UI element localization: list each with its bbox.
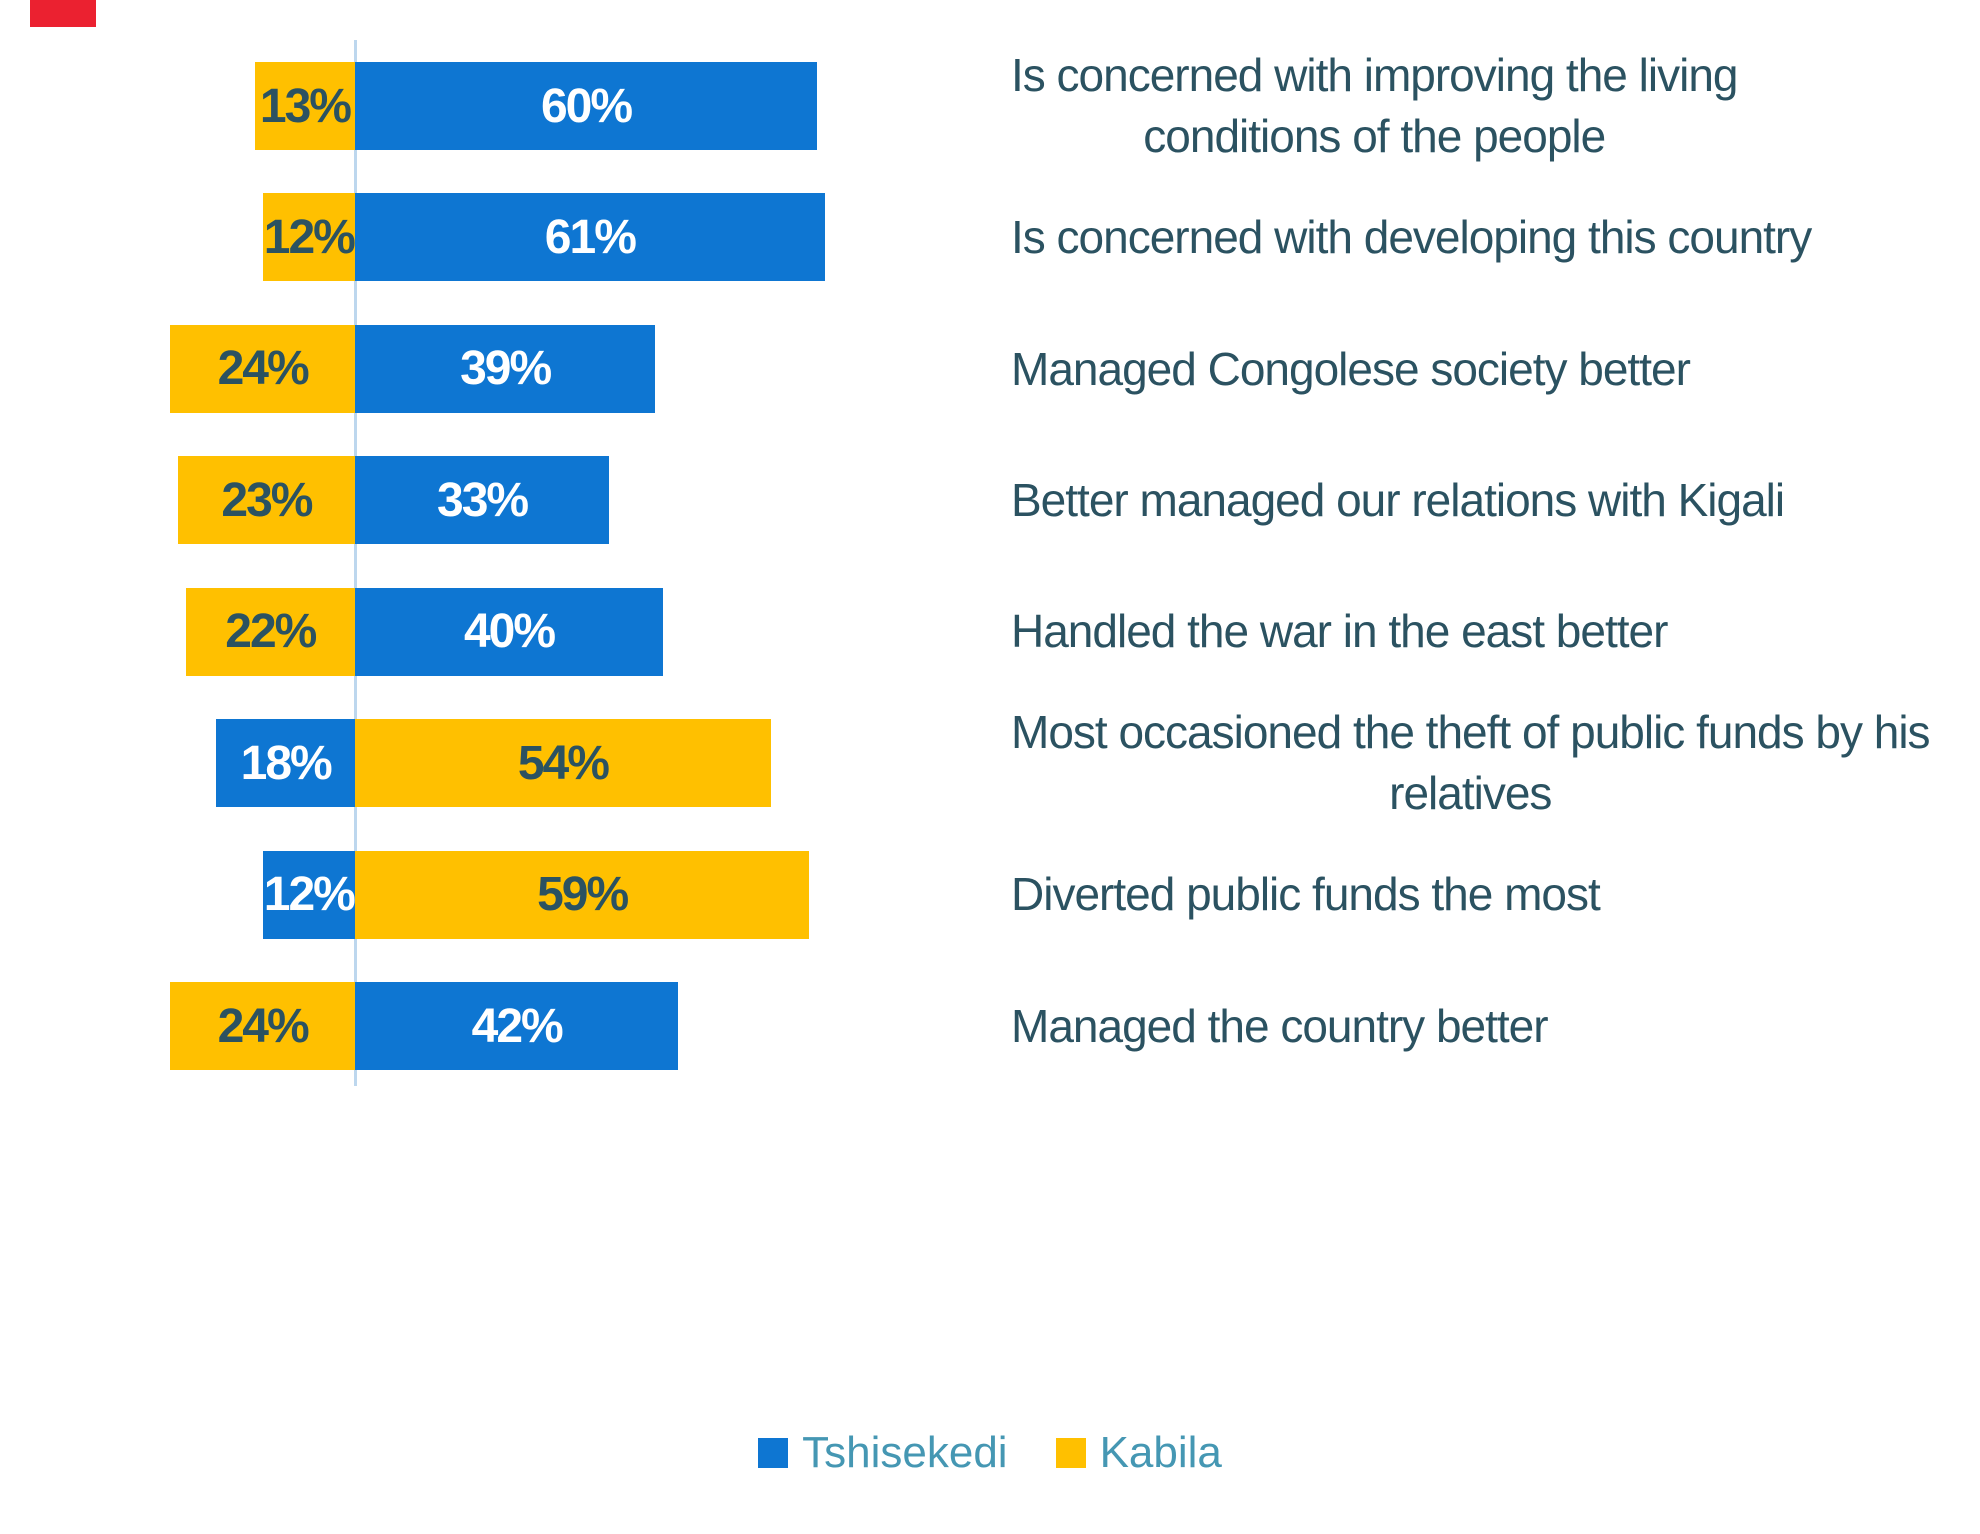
bar-right-value-label: 42% bbox=[471, 999, 564, 1053]
category-label: Better managed our relations with Kigali bbox=[1011, 473, 1785, 526]
kabila-bar-left: 23% bbox=[177, 456, 355, 545]
legend-label: Tshisekedi bbox=[802, 1428, 1008, 1477]
kabila-bar-right: 59% bbox=[355, 850, 810, 939]
red-annotation bbox=[30, 0, 96, 27]
category-label: Handled the war in the east better bbox=[1011, 605, 1668, 658]
axis-baseline bbox=[354, 40, 357, 1086]
kabila-bar-right: 54% bbox=[355, 719, 771, 808]
legend-swatch-icon bbox=[1055, 1438, 1086, 1468]
bar-right-value-label: 39% bbox=[460, 342, 552, 396]
category-label: Diverted public funds the most bbox=[1011, 868, 1601, 921]
bar-left-value-label: 22% bbox=[225, 605, 317, 659]
kabila-bar-left: 24% bbox=[170, 982, 355, 1070]
bar-left-value-label: 24% bbox=[217, 999, 310, 1053]
tshisekedi-bar-left: 12% bbox=[262, 850, 356, 939]
chart-row: 22% 40% Handled the war in the east bett… bbox=[0, 587, 1980, 676]
bar-right-value-label: 33% bbox=[437, 473, 529, 527]
bar-right-value-label: 59% bbox=[537, 868, 629, 922]
tshisekedi-bar-right: 60% bbox=[355, 62, 817, 150]
legend: Tshisekedi Kabila bbox=[0, 1428, 1980, 1478]
chart-row: 13% 60% Is concerned with improving the … bbox=[0, 49, 1980, 162]
bar-right-value-label: 40% bbox=[463, 605, 556, 659]
bar-left-value-label: 24% bbox=[217, 342, 310, 396]
chart-row: 23% 33% Better managed our relations wit… bbox=[0, 456, 1980, 545]
chart-row: 12% 61% Is concerned with developing thi… bbox=[0, 193, 1980, 282]
tshisekedi-bar-right: 33% bbox=[355, 456, 610, 545]
legend-item-kabila: Kabila bbox=[1055, 1428, 1222, 1478]
bar-left-value-label: 12% bbox=[263, 868, 356, 922]
tshisekedi-bar-right: 40% bbox=[355, 587, 663, 676]
category-label: Most occasioned the theft of public fund… bbox=[1011, 706, 1931, 820]
tshisekedi-bar-left: 18% bbox=[216, 719, 355, 808]
legend-swatch-icon bbox=[758, 1438, 789, 1468]
chart-row: 12% 59% Diverted public funds the most bbox=[0, 850, 1980, 939]
bar-left-value-label: 12% bbox=[263, 210, 356, 264]
kabila-bar-left: 13% bbox=[254, 62, 355, 150]
legend-item-tshisekedi: Tshisekedi bbox=[758, 1428, 1008, 1478]
bar-left-value-label: 23% bbox=[221, 473, 313, 527]
legend-label: Kabila bbox=[1099, 1428, 1222, 1477]
bar-left-value-label: 18% bbox=[240, 736, 333, 790]
category-label: Managed the country better bbox=[1011, 999, 1549, 1052]
tshisekedi-bar-right: 61% bbox=[355, 193, 825, 282]
kabila-bar-left: 22% bbox=[185, 587, 355, 676]
category-label: Managed Congolese society better bbox=[1011, 342, 1691, 395]
bar-left-value-label: 13% bbox=[259, 79, 352, 133]
category-label: Is concerned with improving the living c… bbox=[1011, 49, 1738, 162]
bar-right-value-label: 60% bbox=[540, 79, 633, 133]
bar-right-value-label: 54% bbox=[517, 736, 610, 790]
chart-row: 18% 54% Most occasioned the theft of pub… bbox=[0, 706, 1980, 820]
tshisekedi-bar-right: 42% bbox=[355, 982, 679, 1070]
kabila-bar-left: 24% bbox=[170, 324, 355, 413]
kabila-bar-left: 12% bbox=[262, 193, 356, 282]
bar-right-value-label: 61% bbox=[544, 210, 637, 264]
chart-row: 24% 39% Managed Congolese society better bbox=[0, 324, 1980, 413]
chart-row: 24% 42% Managed the country better bbox=[0, 982, 1980, 1070]
tshisekedi-bar-right: 39% bbox=[355, 324, 656, 413]
category-label: Is concerned with developing this countr… bbox=[1011, 211, 1812, 264]
